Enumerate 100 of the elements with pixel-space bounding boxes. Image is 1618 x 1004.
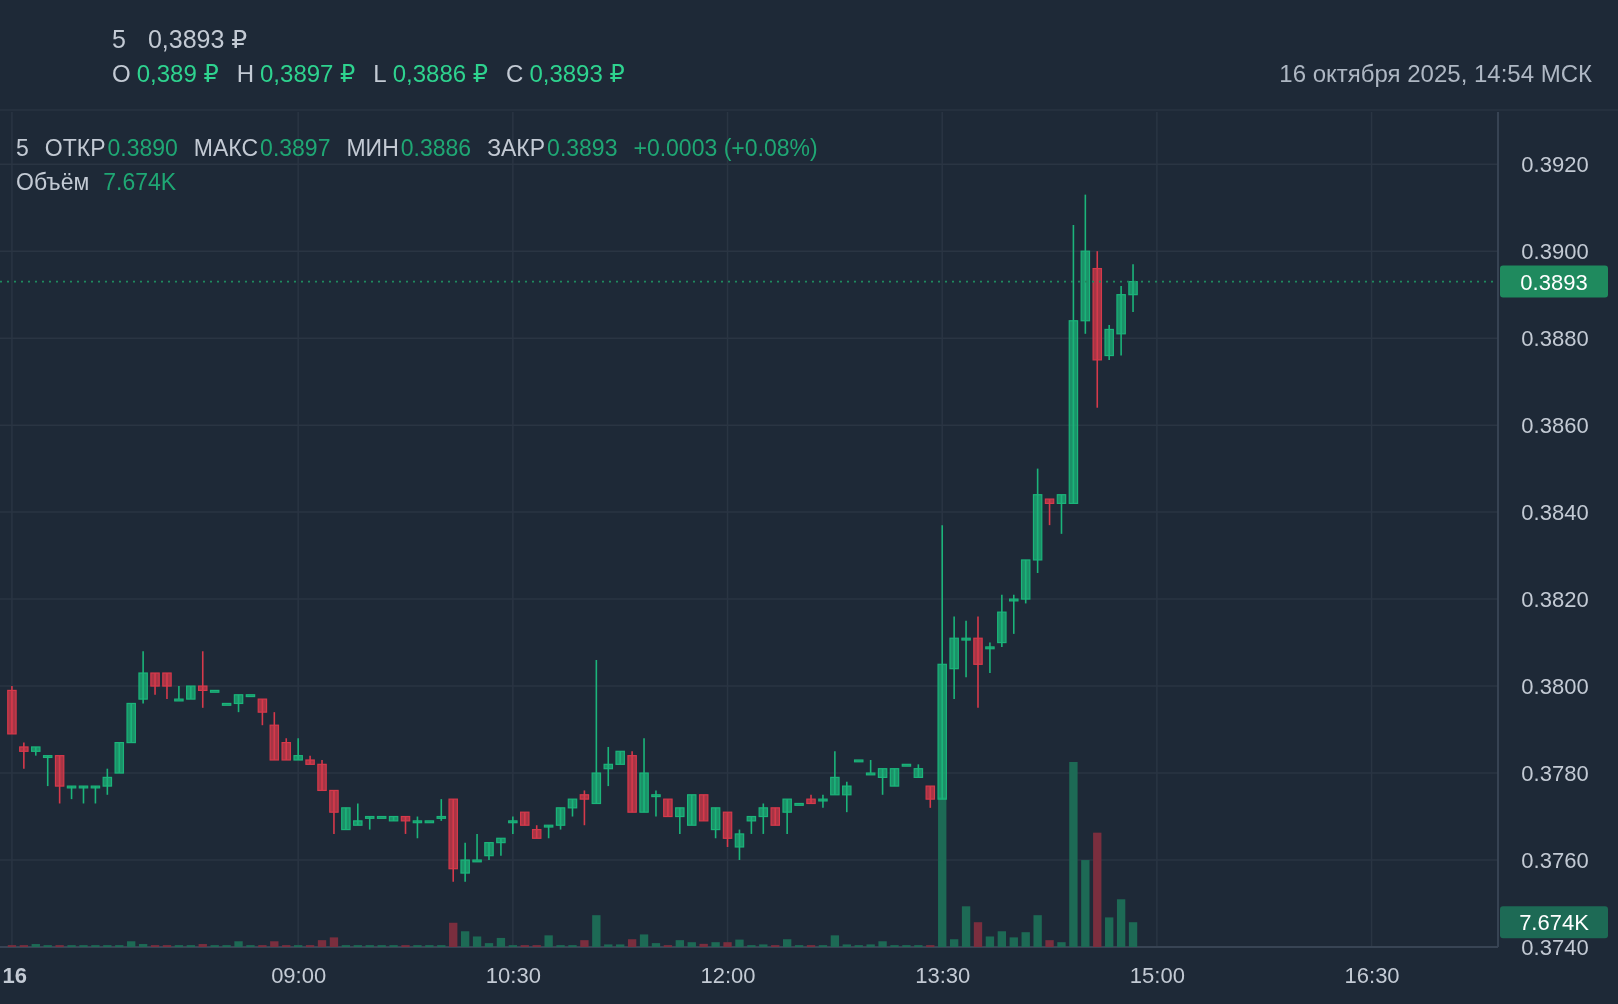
bar <box>961 906 971 947</box>
text: O <box>112 60 131 87</box>
x-tick-label: 16 <box>2 962 27 988</box>
bar <box>639 934 649 947</box>
text: 0,3893 ₽ <box>529 60 625 87</box>
bar <box>484 943 494 947</box>
bar <box>270 941 279 947</box>
bar <box>1128 922 1138 947</box>
bar <box>604 944 613 947</box>
bar <box>735 939 744 947</box>
candlestick <box>341 807 351 831</box>
y-tick-label: 0.3800 <box>1521 673 1589 699</box>
bar <box>1116 899 1126 947</box>
x-tick-label: 13:30 <box>915 962 971 988</box>
y-tick-label: 0.3780 <box>1521 760 1589 786</box>
bar <box>1033 915 1042 947</box>
y-tick-label: 0.3760 <box>1521 847 1589 873</box>
candlestick <box>842 780 852 813</box>
y-tick-label: 0.3840 <box>1521 499 1589 525</box>
candlestick <box>734 828 745 861</box>
text: L <box>373 60 387 87</box>
annotation: МАКС <box>193 135 259 161</box>
candlestick <box>675 807 685 835</box>
text: 0,3897 ₽ <box>260 60 356 87</box>
candlestick <box>710 807 721 840</box>
bar <box>472 936 482 947</box>
candlestick <box>1044 498 1055 526</box>
bar <box>973 922 983 947</box>
candlestick <box>102 767 113 796</box>
candlestick <box>579 789 590 827</box>
bar <box>866 944 875 947</box>
bar <box>1057 942 1066 947</box>
candlestick <box>496 837 506 857</box>
bar <box>723 942 732 947</box>
text: H <box>236 60 255 87</box>
annotation: МИН <box>346 135 399 161</box>
bar <box>460 931 470 947</box>
candlestick <box>782 798 792 835</box>
text: 0,3893 ₽ <box>147 25 248 53</box>
candlestick <box>1128 263 1138 313</box>
bar <box>1021 932 1030 947</box>
bar <box>985 936 995 947</box>
text: 0,3886 ₽ <box>392 60 489 87</box>
bar <box>1081 860 1090 947</box>
candlestick <box>293 737 303 761</box>
bar <box>782 939 792 947</box>
candlestick <box>508 815 518 835</box>
bar <box>544 935 553 947</box>
candlestick <box>329 789 339 835</box>
bar <box>127 941 136 947</box>
bar <box>997 931 1007 947</box>
ref-line-label: 0.3893 <box>1520 269 1588 295</box>
bar <box>317 940 327 947</box>
text: C <box>506 60 524 87</box>
annotation: 5 <box>16 135 29 161</box>
candlestick <box>197 650 208 709</box>
y-tick-label: 0.3880 <box>1521 325 1589 351</box>
bar <box>31 944 40 947</box>
text: 5 <box>112 25 126 53</box>
candlestick <box>460 841 470 883</box>
candlestick <box>257 698 268 726</box>
bar <box>675 940 684 947</box>
bar <box>1069 762 1078 947</box>
bar <box>699 943 708 947</box>
bar <box>616 944 625 947</box>
bar <box>1045 940 1054 947</box>
y-tick-label: 0.3820 <box>1521 586 1589 612</box>
candlestick <box>436 798 447 822</box>
bar <box>830 935 840 947</box>
bar <box>198 944 207 947</box>
annotation: +0.0003 (+0.08%) <box>633 135 818 161</box>
text: 0,389 ₽ <box>136 60 219 87</box>
x-tick-label: 12:00 <box>700 962 756 988</box>
bar <box>449 922 458 947</box>
candlestick <box>925 785 936 809</box>
x-tick-label: 15:00 <box>1129 962 1185 988</box>
candlestick <box>961 620 971 679</box>
bar <box>1009 937 1018 947</box>
candlestick <box>1056 493 1067 535</box>
annotation: ЗАКР <box>487 135 546 161</box>
candlestick <box>472 833 482 863</box>
candlestick <box>19 741 29 770</box>
bar <box>842 944 851 947</box>
annotation: 0.3893 <box>547 135 618 161</box>
x-tick-label: 09:00 <box>271 962 327 988</box>
y-tick-label: 0.3860 <box>1521 412 1589 438</box>
y-tick-label: 0.3900 <box>1521 238 1589 264</box>
bar <box>1093 832 1102 947</box>
candlestick <box>412 815 423 840</box>
bar <box>496 937 506 947</box>
text: 7.674K <box>1519 910 1590 936</box>
annotation: 7.674K <box>103 169 177 195</box>
y-tick-label: 0.3740 <box>1521 934 1589 960</box>
candlestick <box>174 685 184 702</box>
bar <box>592 915 601 947</box>
bar <box>949 939 959 947</box>
candlestick <box>555 807 566 831</box>
candlestick <box>758 802 769 835</box>
bar <box>138 944 148 947</box>
candlestick <box>1009 593 1019 635</box>
